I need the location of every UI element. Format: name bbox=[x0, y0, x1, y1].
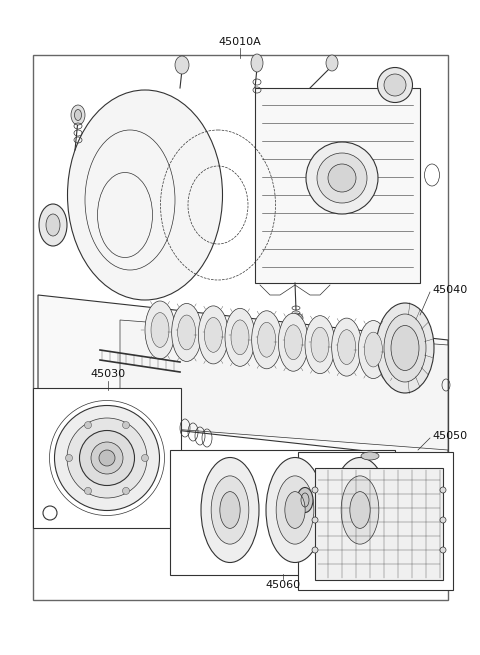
Ellipse shape bbox=[201, 457, 259, 563]
Ellipse shape bbox=[65, 455, 72, 462]
Ellipse shape bbox=[74, 109, 82, 121]
Ellipse shape bbox=[231, 320, 249, 355]
Ellipse shape bbox=[284, 325, 302, 360]
Bar bbox=[298, 452, 453, 590]
Text: 45010A: 45010A bbox=[218, 37, 262, 47]
Ellipse shape bbox=[289, 313, 303, 323]
Polygon shape bbox=[38, 295, 448, 460]
Ellipse shape bbox=[175, 56, 189, 74]
Ellipse shape bbox=[251, 54, 263, 72]
Ellipse shape bbox=[198, 306, 228, 364]
Text: 45050: 45050 bbox=[432, 431, 467, 441]
Ellipse shape bbox=[145, 301, 175, 359]
Ellipse shape bbox=[67, 418, 147, 498]
Ellipse shape bbox=[99, 450, 115, 466]
Ellipse shape bbox=[384, 74, 406, 96]
Polygon shape bbox=[120, 320, 448, 450]
Ellipse shape bbox=[91, 442, 123, 474]
Ellipse shape bbox=[350, 492, 370, 529]
Ellipse shape bbox=[68, 90, 223, 300]
Ellipse shape bbox=[55, 405, 159, 510]
Ellipse shape bbox=[39, 204, 67, 246]
Bar bbox=[315, 468, 443, 580]
Bar bbox=[170, 450, 395, 575]
Ellipse shape bbox=[384, 314, 426, 382]
Ellipse shape bbox=[151, 312, 169, 347]
Ellipse shape bbox=[211, 476, 249, 544]
Ellipse shape bbox=[172, 303, 202, 362]
Ellipse shape bbox=[391, 335, 409, 369]
Ellipse shape bbox=[122, 487, 130, 495]
Text: 45040: 45040 bbox=[432, 285, 467, 295]
Ellipse shape bbox=[440, 547, 446, 553]
Ellipse shape bbox=[71, 105, 85, 125]
Ellipse shape bbox=[252, 310, 282, 369]
Ellipse shape bbox=[440, 487, 446, 493]
Ellipse shape bbox=[332, 318, 361, 376]
Ellipse shape bbox=[278, 313, 308, 371]
Ellipse shape bbox=[376, 303, 434, 393]
Ellipse shape bbox=[312, 517, 318, 523]
Ellipse shape bbox=[377, 67, 412, 102]
Ellipse shape bbox=[312, 547, 318, 553]
Ellipse shape bbox=[285, 492, 305, 529]
Ellipse shape bbox=[326, 55, 338, 71]
Ellipse shape bbox=[266, 457, 324, 563]
Ellipse shape bbox=[80, 430, 134, 485]
Ellipse shape bbox=[276, 476, 314, 544]
Ellipse shape bbox=[364, 332, 383, 367]
Ellipse shape bbox=[258, 322, 276, 357]
Bar bbox=[255, 88, 420, 283]
Ellipse shape bbox=[440, 517, 446, 523]
Ellipse shape bbox=[305, 316, 335, 373]
Ellipse shape bbox=[341, 476, 379, 544]
Ellipse shape bbox=[312, 487, 318, 493]
Ellipse shape bbox=[122, 422, 130, 428]
Ellipse shape bbox=[311, 328, 329, 362]
Ellipse shape bbox=[297, 487, 313, 512]
Ellipse shape bbox=[361, 452, 379, 460]
Ellipse shape bbox=[142, 455, 148, 462]
Ellipse shape bbox=[225, 309, 255, 366]
Text: 45060: 45060 bbox=[265, 580, 300, 590]
Ellipse shape bbox=[331, 457, 389, 563]
Bar bbox=[33, 55, 448, 600]
Ellipse shape bbox=[84, 487, 92, 495]
Ellipse shape bbox=[317, 153, 367, 203]
Ellipse shape bbox=[306, 142, 378, 214]
Ellipse shape bbox=[220, 492, 240, 529]
Ellipse shape bbox=[46, 214, 60, 236]
Ellipse shape bbox=[204, 318, 222, 352]
Ellipse shape bbox=[337, 329, 356, 365]
Ellipse shape bbox=[84, 422, 92, 428]
Text: 45030: 45030 bbox=[90, 369, 126, 379]
Bar bbox=[33, 388, 181, 528]
Ellipse shape bbox=[178, 315, 196, 350]
Ellipse shape bbox=[385, 323, 415, 381]
Ellipse shape bbox=[328, 164, 356, 192]
Ellipse shape bbox=[359, 320, 388, 379]
Ellipse shape bbox=[391, 326, 419, 371]
